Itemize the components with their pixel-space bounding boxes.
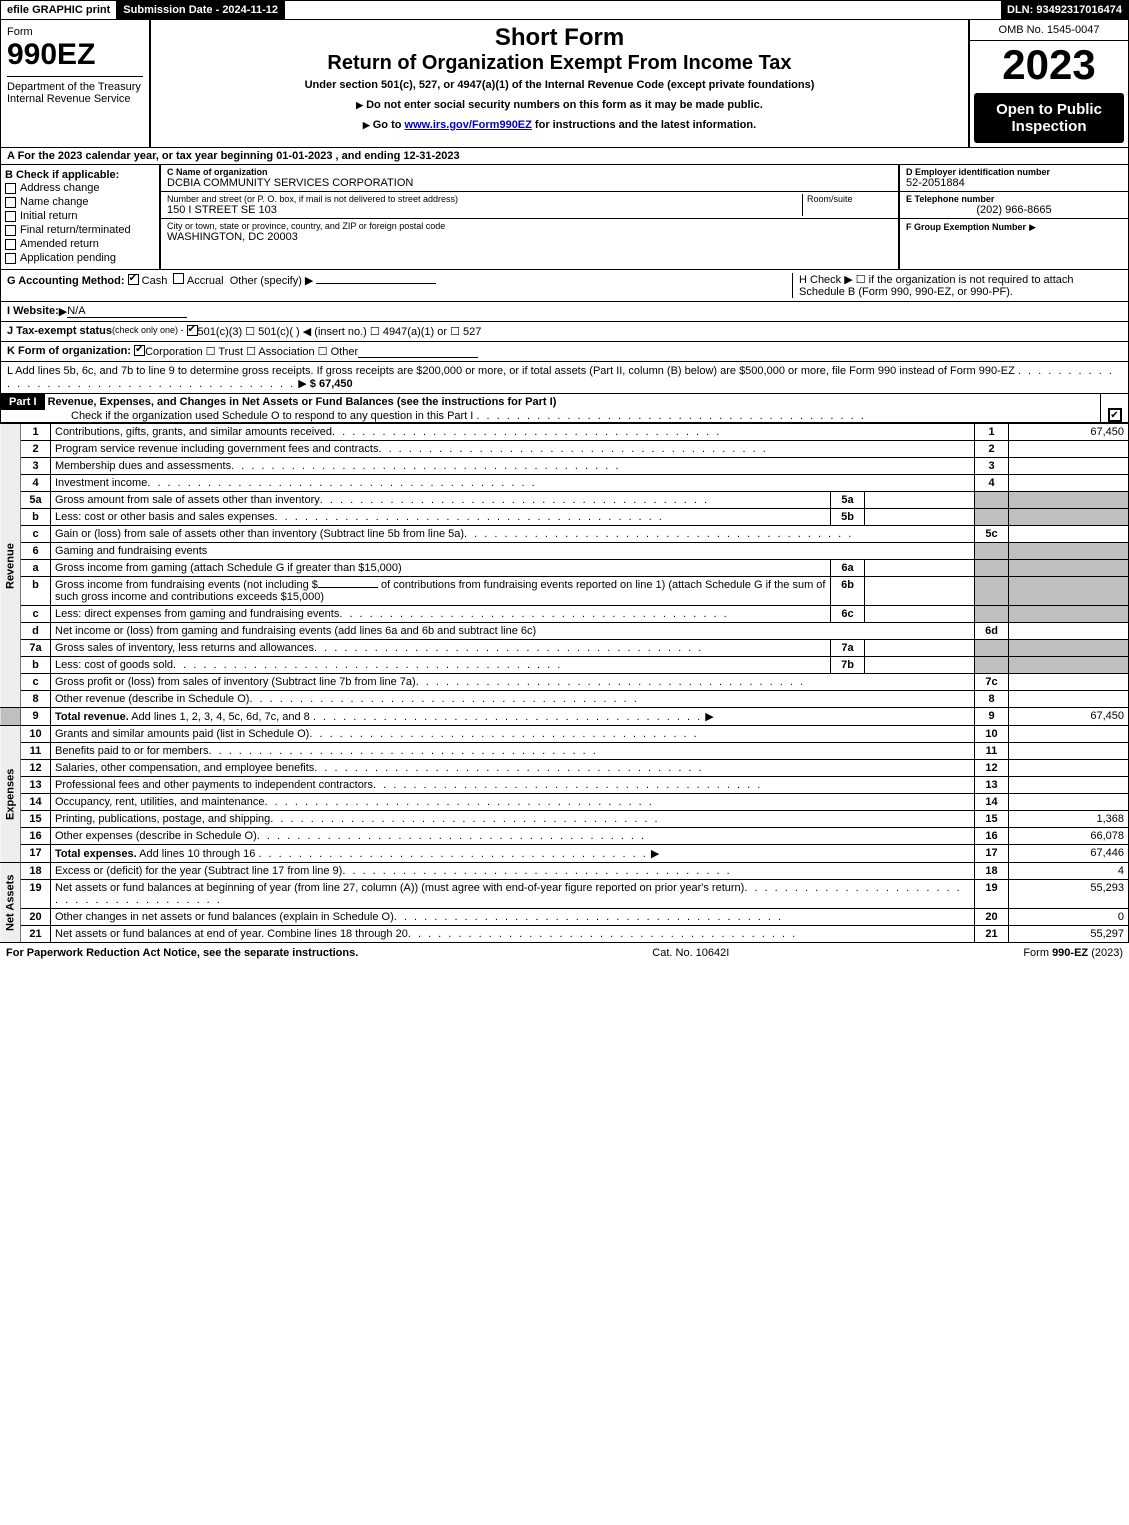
chk-address-change[interactable]: [5, 183, 16, 194]
form-number: 990EZ: [7, 38, 143, 72]
chk-corporation[interactable]: [134, 345, 145, 356]
row-k-form-of-org: K Form of organization: Corporation ☐ Tr…: [0, 342, 1129, 362]
line-1-amount: 67,450: [1009, 424, 1129, 441]
chk-accrual[interactable]: [173, 273, 184, 284]
addr-label: Number and street (or P. O. box, if mail…: [167, 194, 802, 204]
page-footer: For Paperwork Reduction Act Notice, see …: [0, 943, 1129, 963]
net-assets-side-label: Net Assets: [0, 863, 21, 943]
section-h: H Check ▶ ☐ if the organization is not r…: [792, 273, 1122, 298]
section-a-tax-year: A For the 2023 calendar year, or tax yea…: [0, 148, 1129, 165]
line-19-amount: 55,293: [1009, 880, 1129, 909]
chk-initial-return[interactable]: [5, 211, 16, 222]
line-21-amount: 55,297: [1009, 926, 1129, 943]
chk-cash[interactable]: [128, 274, 139, 285]
form-word: Form: [7, 26, 143, 38]
form-header: Form 990EZ Department of the Treasury In…: [0, 20, 1129, 148]
row-i-website: I Website: ▶N/A: [0, 302, 1129, 322]
chk-501c3[interactable]: [187, 325, 198, 336]
part-1-label: Part I: [1, 394, 45, 410]
chk-name-change[interactable]: [5, 197, 16, 208]
omb-number: OMB No. 1545-0047: [970, 20, 1128, 41]
gross-receipts-amount: $ 67,450: [310, 378, 353, 390]
irs-link[interactable]: www.irs.gov/Form990EZ: [405, 119, 532, 131]
line-18-amount: 4: [1009, 863, 1129, 880]
part-1-header: Part I Revenue, Expenses, and Changes in…: [0, 394, 1129, 423]
warning-1: Do not enter social security numbers on …: [155, 95, 964, 115]
line-17-total-expenses: 67,446: [1009, 845, 1129, 863]
chk-application-pending[interactable]: [5, 253, 16, 264]
top-bar: efile GRAPHIC print Submission Date - 20…: [0, 0, 1129, 20]
section-b-label: B Check if applicable:: [5, 169, 155, 181]
expenses-side-label: Expenses: [0, 726, 21, 863]
line-15-amount: 1,368: [1009, 811, 1129, 828]
ein-label: D Employer identification number: [906, 167, 1122, 177]
dept-treasury: Department of the Treasury Internal Reve…: [7, 76, 143, 105]
phone-label: E Telephone number: [906, 194, 1122, 204]
revenue-side-label: Revenue: [0, 424, 21, 708]
line-9-total-revenue: 67,450: [1009, 708, 1129, 726]
short-form-title: Short Form: [155, 24, 964, 52]
dln: DLN: 93492317016474: [1001, 1, 1128, 19]
line-16-amount: 66,078: [1009, 828, 1129, 845]
c-name-label: C Name of organization: [167, 167, 892, 177]
submission-date: Submission Date - 2024-11-12: [117, 1, 285, 19]
org-name: DCBIA COMMUNITY SERVICES CORPORATION: [167, 177, 892, 189]
subtitle: Under section 501(c), 527, or 4947(a)(1)…: [155, 75, 964, 95]
line-20-amount: 0: [1009, 909, 1129, 926]
row-j-tax-exempt: J Tax-exempt status (check only one) - 5…: [0, 322, 1129, 342]
part-1-title: Revenue, Expenses, and Changes in Net As…: [48, 396, 557, 408]
part-1-table: Revenue 1 Contributions, gifts, grants, …: [0, 423, 1129, 943]
org-address: 150 I STREET SE 103: [167, 204, 802, 216]
tax-year: 2023: [970, 41, 1128, 89]
footer-paperwork: For Paperwork Reduction Act Notice, see …: [6, 947, 358, 959]
org-info-grid: B Check if applicable: Address change Na…: [0, 165, 1129, 270]
ein-value: 52-2051884: [906, 177, 1122, 189]
row-g-h: G Accounting Method: Cash Accrual Other …: [0, 270, 1129, 302]
warning-2: Go to www.irs.gov/Form990EZ for instruct…: [155, 115, 964, 135]
footer-cat-no: Cat. No. 10642I: [652, 947, 729, 959]
part-1-schedule-o-check[interactable]: ✔: [1108, 408, 1122, 422]
accounting-method-label: G Accounting Method:: [7, 275, 125, 287]
room-suite-label: Room/suite: [802, 194, 892, 216]
chk-amended-return[interactable]: [5, 239, 16, 250]
row-l-gross-receipts: L Add lines 5b, 6c, and 7b to line 9 to …: [0, 362, 1129, 394]
chk-final-return[interactable]: [5, 225, 16, 236]
org-city: WASHINGTON, DC 20003: [167, 231, 892, 243]
main-title: Return of Organization Exempt From Incom…: [155, 52, 964, 75]
efile-print[interactable]: efile GRAPHIC print: [1, 1, 117, 19]
website-value: N/A: [67, 305, 187, 318]
city-label: City or town, state or province, country…: [167, 221, 892, 231]
open-to-public: Open to Public Inspection: [974, 93, 1124, 143]
phone-value: (202) 966-8665: [906, 204, 1122, 216]
part-1-check-text: Check if the organization used Schedule …: [1, 410, 473, 422]
footer-form-ref: Form 990-EZ (2023): [1023, 947, 1123, 959]
group-exemption-label: F Group Exemption Number: [906, 222, 1026, 232]
